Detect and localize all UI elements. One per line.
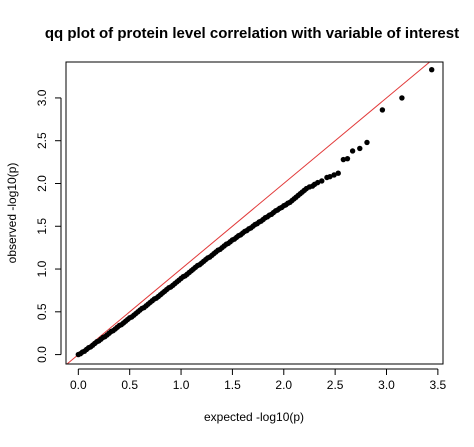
x-tick-label: 3.5 (430, 378, 447, 392)
x-tick-label: 0.0 (70, 378, 87, 392)
data-point (314, 179, 321, 186)
y-axis: 0.0 0.5 1.0 1.5 2.0 2.5 3.0 (35, 89, 62, 363)
x-tick-label: 3.0 (378, 378, 395, 392)
data-point (344, 155, 351, 162)
x-tick-label: 0.5 (121, 378, 138, 392)
y-tick-label: 0.5 (35, 303, 49, 320)
x-axis: 0.0 0.5 1.0 1.5 2.0 2.5 3.0 3.5 (70, 368, 447, 392)
y-tick-label: 3.0 (35, 89, 49, 106)
data-point (364, 139, 370, 146)
x-tick-label: 1.0 (173, 378, 190, 392)
chart-title: qq plot of protein level correlation wit… (45, 25, 459, 42)
data-point (331, 172, 337, 178)
data-point (327, 173, 333, 180)
x-tick-label: 2.0 (275, 378, 292, 392)
x-axis-label: expected -log10(p) (204, 410, 304, 424)
y-tick-label: 2.0 (35, 175, 49, 192)
y-tick-label: 2.5 (35, 132, 49, 149)
data-point (357, 145, 363, 152)
x-tick-label: 1.5 (224, 378, 241, 392)
y-tick-label: 0.0 (35, 346, 49, 363)
data-point (429, 66, 435, 73)
data-point (335, 170, 341, 176)
data-point (399, 95, 405, 101)
points-layer (75, 66, 435, 358)
plot-frame (65, 61, 444, 365)
data-point (340, 156, 347, 163)
x-tick-label: 2.5 (327, 378, 344, 392)
y-tick-label: 1.0 (35, 260, 49, 277)
y-tick-label: 1.5 (35, 218, 49, 235)
data-point (319, 178, 325, 184)
data-point (379, 107, 386, 113)
y-axis-label: observed -log10(p) (5, 163, 19, 264)
reference-line (66, 62, 431, 364)
data-point (349, 148, 356, 154)
plot-area (65, 61, 444, 365)
